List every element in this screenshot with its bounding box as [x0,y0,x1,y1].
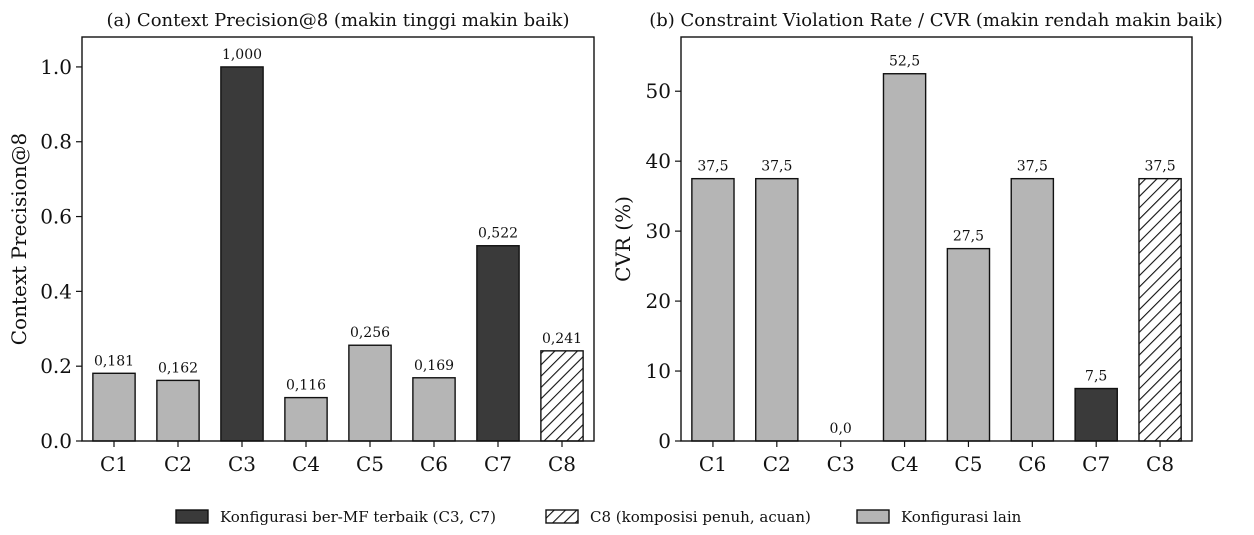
x-tick-label: C7 [484,452,512,476]
y-tick-label: 40 [646,149,671,173]
legend-label-other: Konfigurasi lain [901,508,1022,526]
x-tick-label: C3 [827,452,855,476]
bar-c1 [92,372,136,442]
bar-c6 [1010,177,1055,442]
bar-c8 [1138,177,1182,442]
bar-c6 [412,377,456,442]
y-tick-label: 0.0 [40,429,72,453]
y-tick-label: 0.2 [40,354,72,378]
x-tick-label: C6 [1018,452,1046,476]
bar-c4 [284,396,328,442]
data-label-c2: 37,5 [761,159,792,175]
bar-c5 [348,344,392,442]
legend-swatch-best [175,509,209,524]
data-label-c3: 0,0 [830,421,852,437]
y-tick-label: 30 [646,219,671,243]
x-tick-label: C5 [356,452,384,476]
y-tick-label: 1.0 [40,55,72,79]
x-tick-label: C3 [228,452,256,476]
data-label-c8: 0,241 [542,331,582,347]
bar-c7 [476,245,520,442]
y-tick-label: 0.8 [40,130,72,154]
chart-panel-a: (a) Context Precision@8 (makin tinggi ma… [7,10,595,476]
bar-c8 [540,350,584,442]
data-label-c6: 0,169 [414,358,454,374]
bar-c7 [1074,387,1118,442]
plot-frame [81,36,595,442]
data-label-c7: 0,522 [478,226,518,242]
data-label-c1: 37,5 [697,159,728,175]
bar-c3 [220,66,264,442]
y-tick-label: 0.6 [40,205,72,229]
bar-c2 [156,379,200,442]
data-label-c4: 0,116 [286,378,326,394]
chart-title: (a) Context Precision@8 (makin tinggi ma… [106,10,569,31]
x-tick-label: C8 [548,452,576,476]
y-tick-label: 20 [646,289,671,313]
data-label-c4: 52,5 [889,54,920,70]
y-tick-label: 10 [646,359,671,383]
data-label-c7: 7,5 [1085,369,1107,385]
x-tick-label: C1 [699,452,727,476]
x-tick-label: C1 [100,452,128,476]
data-label-c5: 0,256 [350,325,390,341]
y-tick-label: 0.4 [40,279,72,303]
legend-swatch-hatch [545,509,579,524]
x-tick-label: C6 [420,452,448,476]
y-tick-label: 0 [658,429,671,453]
bar-c4 [882,73,927,442]
legend-swatch-other [856,509,890,524]
legend: Konfigurasi ber-MF terbaik (C3, C7) C8 (k… [175,508,1022,526]
data-label-c3: 1,000 [222,47,262,63]
bar-c2 [755,177,799,442]
x-tick-label: C8 [1146,452,1174,476]
legend-label-best: Konfigurasi ber-MF terbaik (C3, C7) [220,508,496,526]
y-tick-label: 50 [646,79,671,103]
chart-panel-b: (b) Constraint Violation Rate / CVR (mak… [611,10,1223,476]
chart-title: (b) Constraint Violation Rate / CVR (mak… [649,10,1223,31]
x-tick-label: C2 [763,452,791,476]
data-label-c6: 37,5 [1017,159,1048,175]
y-axis-label: CVR (%) [611,196,635,282]
plot-frame [680,36,1193,442]
data-label-c2: 0,162 [158,360,198,376]
bar-c5 [946,247,991,442]
x-tick-label: C2 [164,452,192,476]
legend-label-hatch: C8 (komposisi penuh, acuan) [590,508,811,526]
x-tick-label: C5 [954,452,982,476]
x-tick-label: C7 [1082,452,1110,476]
x-tick-label: C4 [292,452,320,476]
bar-c1 [691,177,735,442]
y-axis-label: Context Precision@8 [7,133,31,346]
x-tick-label: C4 [891,452,919,476]
data-label-c5: 27,5 [953,229,984,245]
data-label-c1: 0,181 [94,353,134,369]
data-label-c8: 37,5 [1144,159,1175,175]
